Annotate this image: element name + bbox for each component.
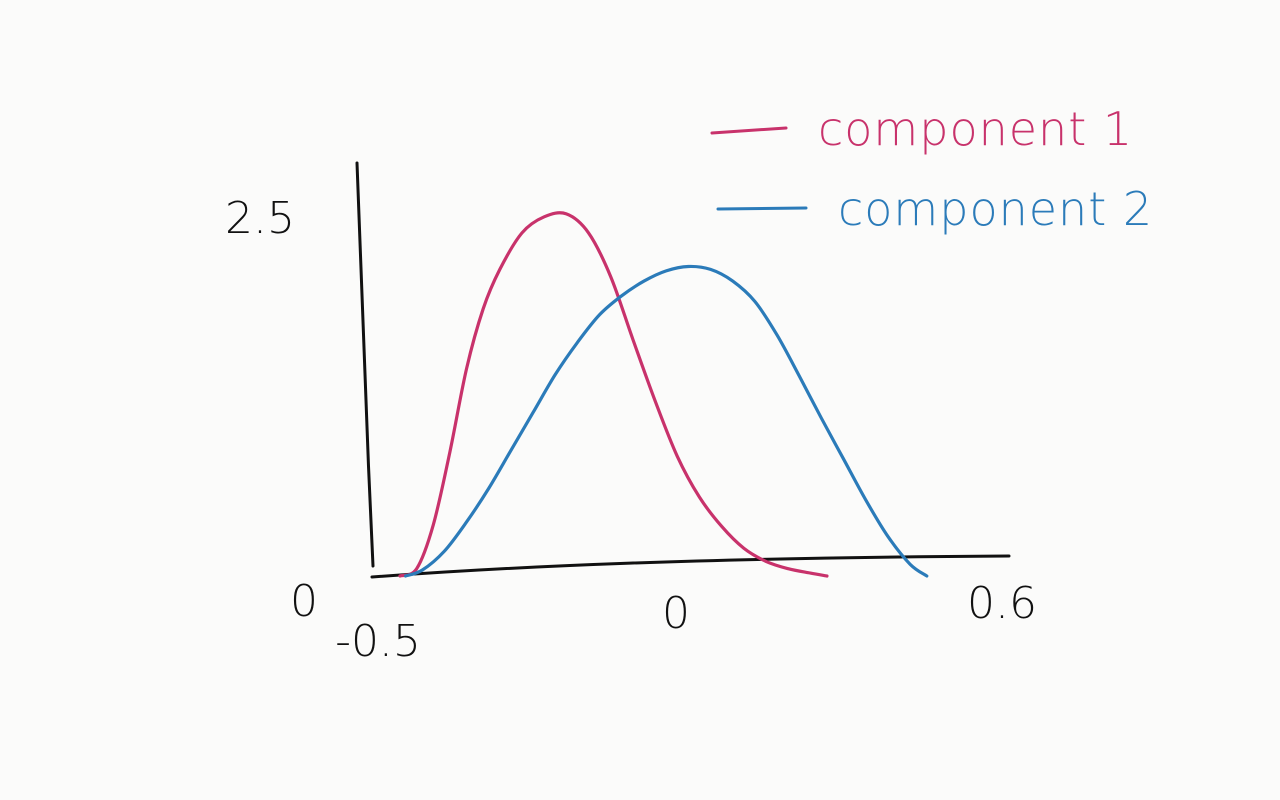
series-line-component-2 [403, 264, 929, 578]
y-tick-label-2-5: 2.5 [225, 193, 295, 244]
x-axis-line [370, 554, 1011, 579]
series-layer [398, 211, 929, 578]
x-tick-label-0: 0 [662, 588, 690, 639]
y-tick-label-0: 0 [290, 576, 318, 627]
legend-swatch-component-2 [716, 206, 808, 211]
x-tick-label-0-6: 0.6 [967, 578, 1037, 629]
y-axis-line [355, 161, 375, 568]
legend-swatch-component-1 [710, 126, 788, 135]
series-line-component-1 [398, 211, 829, 578]
tick-labels: 0 2.5 -0.5 0 0.6 [225, 193, 1037, 667]
chart-axes [355, 161, 1011, 579]
legend-label-component-2: component 2 [838, 182, 1153, 236]
legend-label-component-1: component 1 [818, 102, 1133, 156]
x-tick-label-neg-0-5: -0.5 [335, 616, 421, 667]
legend: component 1 component 2 [710, 102, 1153, 236]
